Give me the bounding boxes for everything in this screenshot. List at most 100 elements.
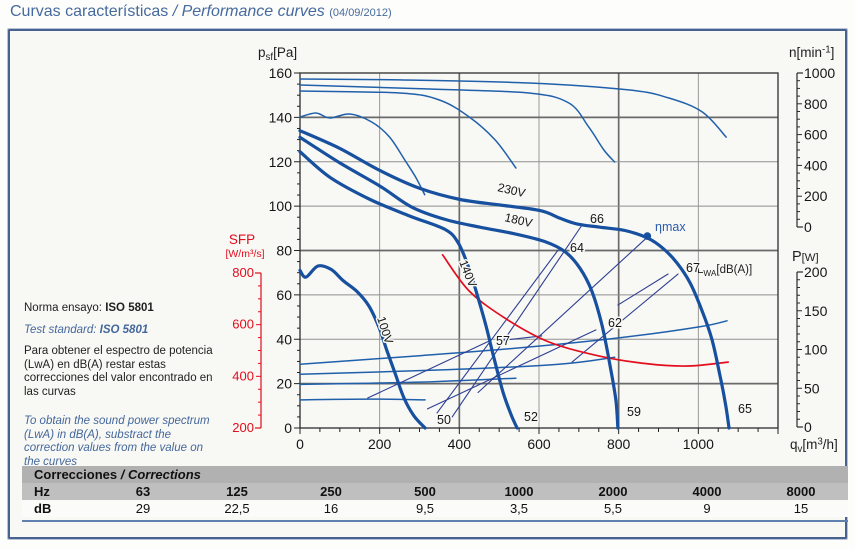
pressure-tick-label: 40 — [276, 331, 292, 347]
pressure-axis-title: psf[Pa] — [258, 45, 297, 63]
speed-tick-label: 0 — [804, 219, 812, 235]
chart-frame — [7, 28, 848, 540]
power-tick-label: 100 — [804, 342, 828, 358]
grid — [300, 73, 778, 428]
page-title-date: (04/09/2012) — [329, 7, 392, 19]
corrections-table-header: Correcciones / Corrections — [22, 466, 848, 483]
curve-label-64: 64 — [570, 241, 584, 255]
frequency-cell: 250 — [284, 483, 378, 500]
test-standard-es: Norma ensayo: ISO 5801 — [24, 302, 154, 314]
axis-ticks — [255, 72, 803, 434]
lwa-64 — [436, 249, 559, 414]
flow-tick-label: 800 — [607, 436, 631, 452]
curve-label-65: 65 — [738, 402, 752, 416]
lwa-62 — [426, 329, 597, 410]
curve-label-57: 57 — [496, 334, 510, 348]
curve-label-59: 59 — [627, 405, 641, 419]
correction-cell: 16 — [284, 500, 378, 517]
page-title: Curvas características / Performance cur… — [10, 3, 392, 21]
eta-max-point — [643, 232, 652, 240]
pressure-100V — [298, 264, 427, 430]
speed-tick-label: 600 — [804, 127, 828, 143]
corrections-note-es: Para obtener el espectro de potencia (Lw… — [24, 345, 213, 398]
page-title-sep: / — [168, 3, 182, 20]
sfp-axis-units: [W/m³/s] — [225, 248, 264, 260]
sfp-curve — [441, 254, 730, 367]
correction-cell: 9,5 — [378, 500, 472, 517]
corrections-note-en: To obtain the sound power spectrum (LwA)… — [24, 415, 210, 468]
speed-tick-label: 1000 — [804, 65, 835, 81]
page-title-es: Curvas características — [10, 3, 169, 20]
curve-label-62: 62 — [608, 316, 622, 330]
pressure-180V — [298, 135, 620, 430]
frequency-cell: 4000 — [660, 483, 754, 500]
pressure-tick-label: 0 — [284, 420, 292, 436]
sfp-tick-label: 800 — [232, 265, 254, 280]
lwa-axis-title: LWA[dB(A)] — [697, 264, 752, 278]
power-100V — [299, 398, 426, 401]
speed-tick-label: 400 — [804, 157, 828, 173]
speed-tick-label: 200 — [804, 188, 828, 204]
power-180V — [299, 356, 616, 376]
power-tick-label: 150 — [804, 303, 828, 319]
sfp-axis-title: SFP — [229, 232, 255, 247]
power-axis-title: P[W] — [792, 249, 819, 265]
lwa-57 — [367, 340, 490, 399]
corrections-table-wrap: Correcciones / Corrections Hz 63 125 250… — [22, 466, 848, 522]
frequency-row-label: Hz — [22, 483, 96, 500]
curve-label-100V: 100V — [374, 315, 396, 346]
test-standard-en: Test standard: ISO 5801 — [24, 323, 149, 336]
correction-cell: 15 — [754, 500, 848, 517]
frequency-cell: 125 — [190, 483, 284, 500]
correction-row: dB 29 22,5 16 9,5 3,5 5,5 9 15 — [22, 500, 848, 517]
flow-tick-label: 600 — [527, 436, 551, 452]
notes-block: Norma ensayo: ISO 5801 Test standard: IS… — [24, 302, 222, 469]
frequency-cell: 1000 — [472, 483, 566, 500]
frequency-cell: 2000 — [566, 483, 660, 500]
pressure-tick-label: 20 — [276, 376, 292, 392]
sfp-tick-label: 400 — [232, 368, 254, 383]
correction-cell: 9 — [660, 500, 754, 517]
corrections-table-title: Correcciones / Corrections — [22, 466, 848, 483]
page-title-en: Performance curves — [181, 3, 325, 20]
curve-label-66: 66 — [590, 212, 604, 226]
pressure-tick-label: 160 — [269, 65, 293, 81]
frequency-cell: 8000 — [754, 483, 848, 500]
power-230V — [299, 320, 728, 365]
speed-230V — [299, 78, 727, 138]
power-tick-label: 0 — [804, 419, 812, 435]
lwa-62 — [617, 273, 669, 306]
speed-100V — [299, 112, 426, 196]
power-tick-label: 200 — [804, 264, 828, 280]
speed-axis-title: n[min-1] — [789, 45, 834, 61]
sfp-tick-label: 600 — [232, 317, 254, 332]
eta-max-line — [477, 236, 648, 394]
correction-cell: 5,5 — [566, 500, 660, 517]
speed-tick-label: 800 — [804, 96, 828, 112]
speed-180V — [299, 84, 616, 163]
correction-cell: 22,5 — [190, 500, 284, 517]
correction-row-label: dB — [22, 500, 96, 517]
speed-140V — [299, 90, 517, 169]
pressure-tick-label: 100 — [269, 198, 293, 214]
pressure-tick-label: 60 — [276, 287, 292, 303]
curve-label-180V: 180V — [503, 210, 533, 230]
correction-cell: 29 — [96, 500, 190, 517]
frequency-cell: 500 — [378, 483, 472, 500]
frequency-cell: 63 — [96, 483, 190, 500]
flow-tick-label: 200 — [368, 436, 392, 452]
flow-tick-label: 0 — [296, 436, 304, 452]
lwa-67 — [571, 273, 679, 363]
corrections-table: Correcciones / Corrections Hz 63 125 250… — [22, 466, 848, 517]
frequency-row: Hz 63 125 250 500 1000 2000 4000 8000 — [22, 483, 848, 500]
curve-label-67: 67 — [686, 261, 700, 275]
flow-axis-title: qv[m3/h] — [790, 437, 838, 456]
pressure-tick-label: 80 — [276, 243, 292, 259]
curve-label-230V: 230V — [496, 180, 526, 200]
curve-label-ηmax: ηmax — [655, 220, 686, 234]
flow-tick-label: 1000 — [683, 436, 714, 452]
pressure-230V — [298, 129, 731, 430]
sfp-tick-label: 200 — [232, 420, 254, 435]
flow-tick-label: 400 — [448, 436, 472, 452]
